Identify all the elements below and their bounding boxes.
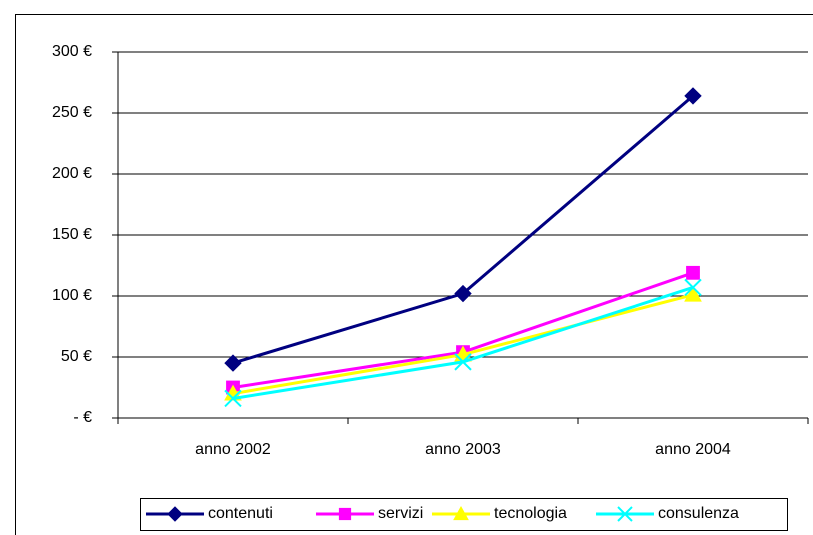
marker (454, 353, 472, 371)
marker (684, 285, 702, 302)
y-tick-label: - € (73, 409, 92, 426)
marker (224, 354, 242, 372)
y-tick-label: 50 € (61, 348, 92, 365)
legend-marker (167, 506, 183, 522)
legend-label: contenuti (208, 505, 273, 522)
marker (224, 389, 242, 408)
marker (686, 265, 700, 280)
legend-label: consulenza (658, 505, 739, 522)
legend-marker (338, 507, 352, 521)
x-tick-label: anno 2002 (195, 441, 271, 458)
chart-frame (15, 14, 813, 535)
legend-label: tecnologia (494, 505, 567, 522)
marker (454, 284, 472, 303)
x-tick-label: anno 2004 (655, 441, 731, 458)
y-tick-label: 200 € (52, 165, 92, 182)
y-tick-label: 250 € (52, 104, 92, 121)
marker (684, 278, 702, 297)
legend-marker (617, 506, 633, 522)
y-tick-label: 150 € (52, 226, 92, 243)
legend-marker (453, 505, 469, 521)
legend-label: servizi (378, 505, 423, 522)
x-tick-label: anno 2003 (425, 441, 501, 458)
marker (684, 87, 702, 105)
y-tick-label: 300 € (52, 43, 92, 60)
y-tick-label: 100 € (52, 287, 92, 304)
